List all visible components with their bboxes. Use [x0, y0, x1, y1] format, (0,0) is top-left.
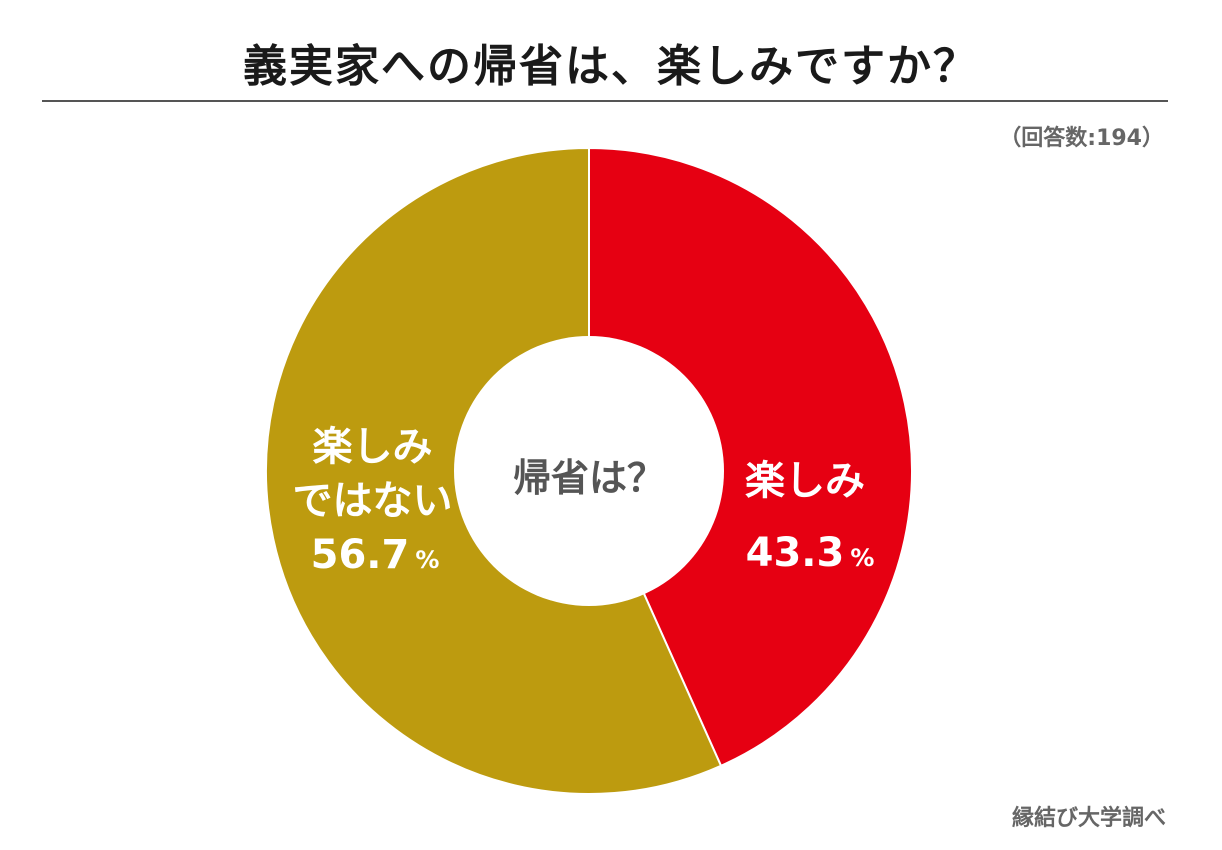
- slice-fun: [588, 146, 913, 768]
- slice-not-fun-label-line-2: ではない: [292, 478, 453, 524]
- title-divider: [42, 100, 1168, 102]
- slice-not-fun-number: 56.7: [310, 532, 410, 578]
- slice-fun-value: 43.3%: [730, 530, 890, 576]
- chart-title: 義実家への帰省は、楽しみですか？: [243, 41, 979, 92]
- slice-fun-unit: %: [850, 544, 875, 572]
- slice-fun-number: 43.3: [745, 530, 845, 576]
- center-label: 帰省は？: [512, 456, 665, 500]
- slice-not-fun-label: 楽しみ ではない: [280, 420, 465, 528]
- slice-fun-label: 楽しみ: [745, 458, 865, 504]
- slice-not-fun-unit: %: [415, 546, 440, 574]
- slice-not-fun-label-line-1: 楽しみ: [312, 424, 433, 470]
- slice-not-fun-value: 56.7%: [290, 532, 460, 578]
- source-note: 縁結び大学調べ: [1011, 806, 1166, 831]
- respondent-count: （回答数:194）: [999, 126, 1164, 151]
- donut-hole: [454, 336, 724, 606]
